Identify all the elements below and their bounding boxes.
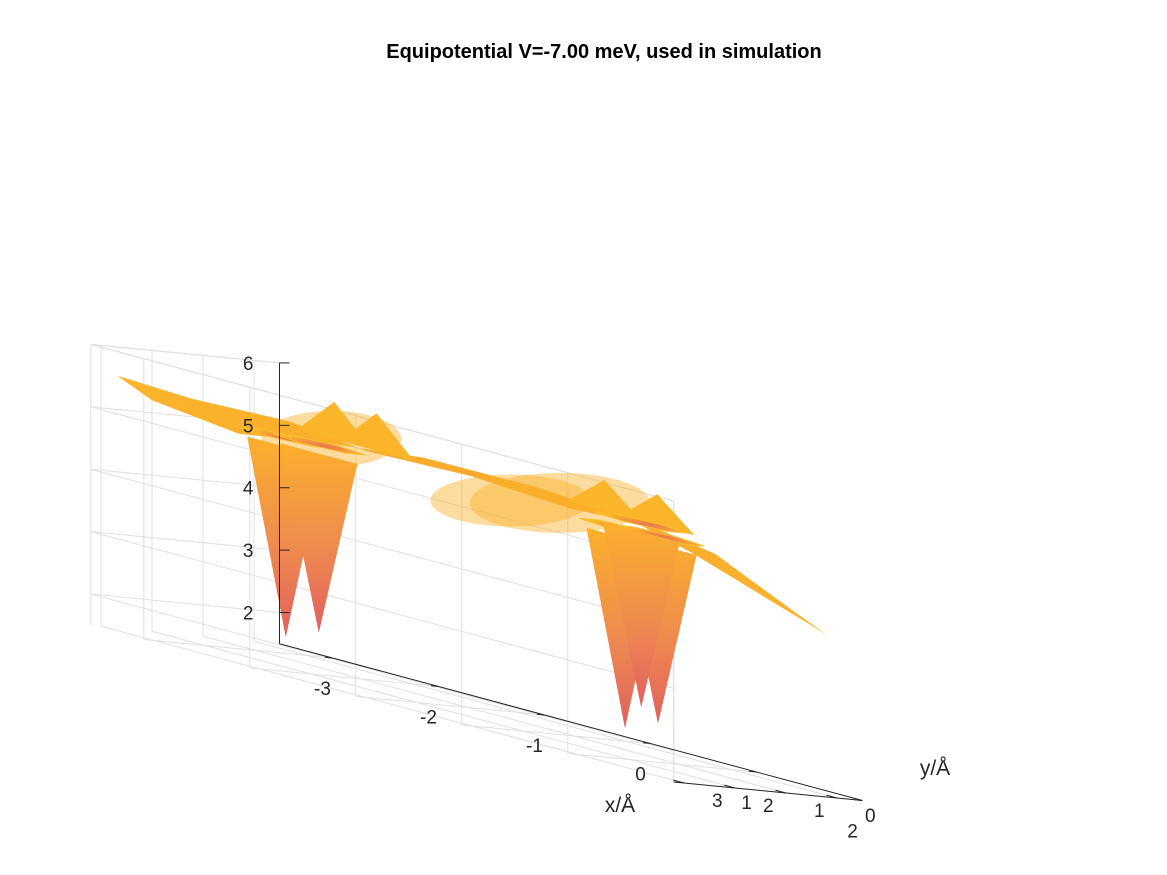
surface-peak (339, 413, 414, 461)
grid-line (253, 640, 838, 799)
x-tick-mark (854, 799, 863, 801)
x-tick-label: -2 (420, 708, 437, 729)
grid-line (90, 531, 280, 551)
x-tick-mark (536, 713, 545, 716)
grid-line (249, 667, 439, 687)
x-tick-label: -3 (314, 679, 331, 700)
x-tick-mark (324, 656, 333, 659)
x-axis-label: x/Å (605, 794, 635, 817)
grid-line (461, 724, 651, 744)
z-tick-label: 6 (243, 354, 254, 375)
grid-line (90, 593, 674, 752)
x-tick-label: 2 (847, 822, 858, 843)
y-tick-mark (826, 794, 838, 799)
grid-line (90, 531, 674, 689)
grid-line (90, 593, 280, 614)
grid-line (90, 468, 674, 627)
surface-body (117, 375, 827, 635)
y-tick-label: 3 (712, 791, 723, 812)
y-tick-mark (775, 789, 787, 794)
chart-title: Equipotential V=-7.00 meV, used in simul… (386, 41, 821, 63)
y-tick-mark (673, 779, 685, 784)
grid-line (567, 753, 757, 773)
x-tick-label: 0 (635, 765, 646, 786)
y-tick-label: 1 (814, 801, 825, 822)
x-tick-mark (430, 685, 439, 687)
front-axes (279, 362, 863, 801)
surface-peak (567, 479, 642, 522)
surface-dip-opening (595, 511, 688, 534)
z-tick-label: 4 (243, 479, 254, 500)
surface-shade (430, 474, 591, 527)
surface-dip-cone (602, 521, 680, 708)
grid-line (151, 630, 736, 789)
x-tick-label: -1 (526, 736, 543, 757)
x-tick-mark (748, 770, 757, 773)
y-tick-mark (724, 784, 736, 789)
grid-line (90, 343, 280, 364)
x-tick-label: 1 (741, 793, 752, 814)
x-axis-line (279, 643, 863, 801)
surface-peak (620, 494, 695, 536)
surface-dip-cone (280, 443, 358, 633)
surface-plot (117, 375, 827, 729)
grid-line (100, 625, 685, 784)
z-tick-label: 3 (243, 541, 254, 562)
y-tick-label: 0 (865, 806, 876, 827)
surface-dip-opening (272, 433, 365, 456)
z-tick-label: 2 (243, 604, 254, 625)
back-grid (90, 343, 863, 801)
x-tick-mark (642, 742, 651, 744)
z-tick-label: 5 (243, 416, 254, 437)
grid-line (90, 406, 674, 565)
grid-line (202, 635, 787, 794)
grid-line (90, 468, 280, 489)
y-tick-label: 2 (763, 796, 774, 817)
grid-line (143, 639, 333, 659)
y-axis-line (673, 781, 863, 801)
y-axis-label: y/Å (920, 757, 950, 780)
grid-line (355, 696, 545, 716)
